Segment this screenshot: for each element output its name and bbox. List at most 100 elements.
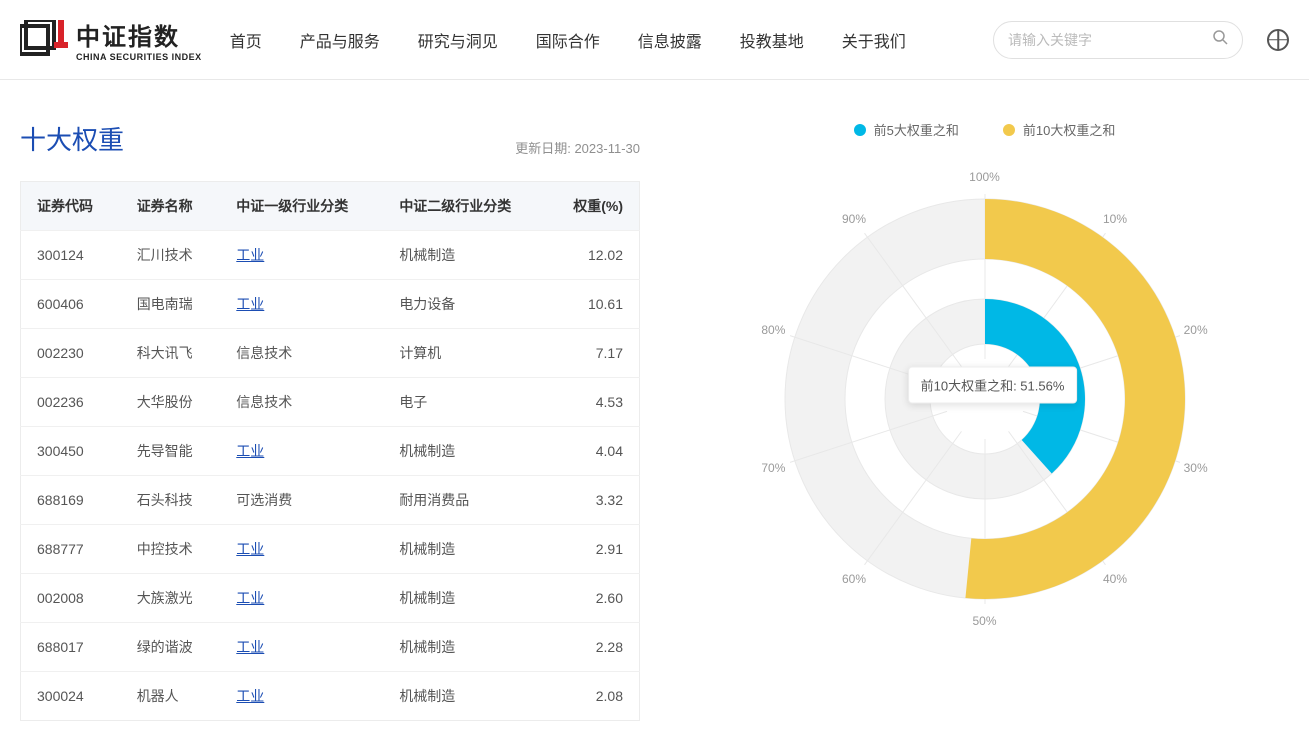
cell-lvl1: 工业 (220, 574, 383, 623)
chart-tick-label: 80% (761, 323, 785, 337)
nav-research[interactable]: 研究与洞见 (418, 28, 498, 52)
update-date: 更新日期: 2023-11-30 (515, 138, 640, 157)
table-header-row: 证券代码 证券名称 中证一级行业分类 中证二级行业分类 权重(%) (21, 182, 640, 231)
cell-weight: 2.91 (546, 525, 639, 574)
cell-lvl2: 机械制造 (383, 672, 546, 721)
logo-en: CHINA SECURITIES INDEX (76, 52, 202, 62)
cell-weight: 2.60 (546, 574, 639, 623)
chart-tick-label: 10% (1103, 212, 1127, 226)
industry-lvl1-link[interactable]: 工业 (236, 590, 264, 606)
cell-lvl2: 耐用消费品 (383, 476, 546, 525)
cell-name: 科大讯飞 (121, 329, 221, 378)
cell-lvl1: 工业 (220, 231, 383, 280)
cell-name: 绿的谐波 (121, 623, 221, 672)
nav-about[interactable]: 关于我们 (842, 28, 906, 52)
logo-cn: 中证指数 (76, 17, 202, 52)
cell-lvl1: 工业 (220, 427, 383, 476)
cell-weight: 2.28 (546, 623, 639, 672)
legend-top5[interactable]: 前5大权重之和 (854, 120, 959, 139)
table-row: 688169石头科技可选消费 耐用消费品3.32 (21, 476, 640, 525)
cell-code: 688777 (21, 525, 121, 574)
legend-dot-icon (854, 124, 866, 136)
cell-lvl1: 工业 (220, 672, 383, 721)
cell-lvl2: 机械制造 (383, 574, 546, 623)
chart-tick-label: 40% (1103, 572, 1127, 586)
table-row: 002236大华股份信息技术电子4.53 (21, 378, 640, 427)
search-icon[interactable] (1212, 29, 1228, 50)
cell-name: 大族激光 (121, 574, 221, 623)
table-row: 300124汇川技术工业机械制造12.02 (21, 231, 640, 280)
legend-top10[interactable]: 前10大权重之和 (1003, 120, 1115, 139)
legend-label: 前10大权重之和 (1023, 120, 1115, 139)
col-code: 证券代码 (21, 182, 121, 231)
legend-dot-icon (1003, 124, 1015, 136)
chart-panel: 前5大权重之和 前10大权重之和 100%10%20%30%40%50%60%7… (680, 120, 1289, 721)
main-nav: 首页 产品与服务 研究与洞见 国际合作 信息披露 投教基地 关于我们 (230, 28, 993, 52)
nav-international[interactable]: 国际合作 (536, 28, 600, 52)
site-header: 中证指数 CHINA SECURITIES INDEX 首页 产品与服务 研究与… (0, 0, 1309, 80)
cell-code: 688017 (21, 623, 121, 672)
nav-home[interactable]: 首页 (230, 28, 262, 52)
cell-lvl2: 计算机 (383, 329, 546, 378)
cell-weight: 2.08 (546, 672, 639, 721)
industry-lvl1-link[interactable]: 工业 (236, 639, 264, 655)
col-lvl1: 中证一级行业分类 (220, 182, 383, 231)
cell-weight: 4.53 (546, 378, 639, 427)
table-row: 688017绿的谐波工业机械制造2.28 (21, 623, 640, 672)
nav-products[interactable]: 产品与服务 (300, 28, 380, 52)
chart-tooltip: 前10大权重之和: 51.56% (908, 367, 1078, 404)
industry-lvl1-text: 信息技术 (236, 345, 292, 361)
cell-lvl1: 工业 (220, 623, 383, 672)
col-lvl2: 中证二级行业分类 (383, 182, 546, 231)
search-input[interactable] (1008, 32, 1212, 48)
cell-name: 国电南瑞 (121, 280, 221, 329)
cell-lvl2: 机械制造 (383, 231, 546, 280)
industry-lvl1-link[interactable]: 工业 (236, 541, 264, 557)
table-row: 002230科大讯飞信息技术计算机7.17 (21, 329, 640, 378)
chart-tick-label: 50% (972, 614, 996, 628)
industry-lvl1-link[interactable]: 工业 (236, 296, 264, 312)
cell-lvl1: 可选消费 (220, 476, 383, 525)
search-box[interactable] (993, 21, 1243, 59)
cell-weight: 10.61 (546, 280, 639, 329)
chart-tick-label: 90% (842, 212, 866, 226)
cell-code: 300450 (21, 427, 121, 476)
chart-tick-label: 30% (1184, 461, 1208, 475)
cell-name: 汇川技术 (121, 231, 221, 280)
logo-text: 中证指数 CHINA SECURITIES INDEX (76, 17, 202, 62)
site-logo[interactable]: 中证指数 CHINA SECURITIES INDEX (20, 17, 202, 62)
cell-weight: 7.17 (546, 329, 639, 378)
table-row: 002008大族激光工业 机械制造2.60 (21, 574, 640, 623)
cell-weight: 12.02 (546, 231, 639, 280)
cell-code: 688169 (21, 476, 121, 525)
cell-code: 002008 (21, 574, 121, 623)
nav-education[interactable]: 投教基地 (740, 28, 804, 52)
cell-lvl1: 信息技术 (220, 329, 383, 378)
logo-mark-icon (20, 20, 70, 60)
cell-code: 300024 (21, 672, 121, 721)
industry-lvl1-link[interactable]: 工业 (236, 247, 264, 263)
industry-lvl1-link[interactable]: 工业 (236, 688, 264, 704)
main-content: 十大权重 更新日期: 2023-11-30 证券代码 证券名称 中证一级行业分类… (0, 80, 1309, 751)
industry-lvl1-link[interactable]: 工业 (236, 443, 264, 459)
nav-disclosure[interactable]: 信息披露 (638, 28, 702, 52)
chart-tick-label: 60% (842, 572, 866, 586)
cell-lvl2: 机械制造 (383, 427, 546, 476)
radial-chart: 100%10%20%30%40%50%60%70%80%90% : 51.56 … (755, 169, 1215, 629)
chart-legend: 前5大权重之和 前10大权重之和 (854, 120, 1116, 139)
cell-code: 600406 (21, 280, 121, 329)
cell-name: 机器人 (121, 672, 221, 721)
table-row: 600406国电南瑞工业电力设备10.61 (21, 280, 640, 329)
cell-lvl2: 电子 (383, 378, 546, 427)
language-globe-icon[interactable] (1267, 29, 1289, 51)
legend-label: 前5大权重之和 (874, 120, 959, 139)
chart-tick-label: 20% (1184, 323, 1208, 337)
cell-lvl2: 机械制造 (383, 525, 546, 574)
table-row: 300024机器人工业 机械制造2.08 (21, 672, 640, 721)
industry-lvl1-text: 可选消费 (236, 492, 292, 508)
section-title: 十大权重 (20, 120, 124, 157)
chart-tick-label: 100% (969, 170, 1000, 184)
cell-name: 石头科技 (121, 476, 221, 525)
table-row: 300450先导智能工业机械制造4.04 (21, 427, 640, 476)
cell-weight: 3.32 (546, 476, 639, 525)
